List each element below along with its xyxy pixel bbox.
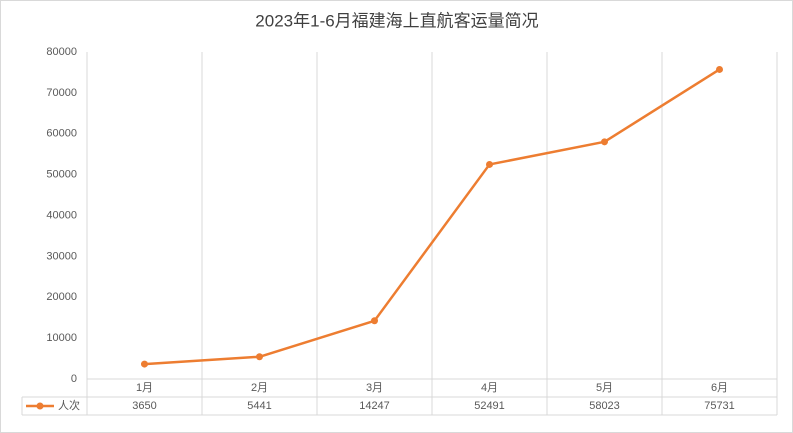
table-value: 75731 bbox=[704, 400, 735, 412]
table-value: 52491 bbox=[474, 400, 505, 412]
x-tick-label: 5月 bbox=[596, 382, 613, 394]
data-point bbox=[371, 317, 378, 325]
data-point bbox=[256, 353, 263, 361]
data-point bbox=[716, 65, 723, 73]
table-value: 14247 bbox=[359, 400, 390, 412]
x-tick-label: 4月 bbox=[481, 382, 498, 394]
data-point bbox=[141, 360, 148, 368]
table-value: 5441 bbox=[247, 400, 271, 412]
table-value: 3650 bbox=[132, 400, 156, 412]
y-tick-label: 0 bbox=[71, 373, 77, 385]
legend-marker bbox=[36, 402, 44, 410]
series-line bbox=[144, 68, 721, 366]
y-tick-label: 10000 bbox=[46, 332, 77, 344]
table-value: 58023 bbox=[589, 400, 620, 412]
data-point bbox=[486, 160, 493, 168]
y-tick-label: 60000 bbox=[46, 128, 77, 140]
x-tick-label: 2月 bbox=[251, 382, 268, 394]
y-tick-label: 50000 bbox=[46, 169, 77, 181]
x-tick-label: 3月 bbox=[366, 382, 383, 394]
x-tick-label: 6月 bbox=[711, 382, 728, 394]
y-tick-label: 30000 bbox=[46, 250, 77, 262]
y-tick-label: 80000 bbox=[46, 46, 77, 58]
legend-label: 人次 bbox=[58, 398, 80, 412]
x-tick-label: 1月 bbox=[136, 382, 153, 394]
y-tick-label: 70000 bbox=[46, 87, 77, 99]
chart-title: 2023年1-6月福建海上直航客运量简况 bbox=[255, 11, 538, 30]
data-point bbox=[601, 138, 608, 146]
y-tick-label: 20000 bbox=[46, 291, 77, 303]
y-tick-label: 40000 bbox=[46, 209, 77, 221]
